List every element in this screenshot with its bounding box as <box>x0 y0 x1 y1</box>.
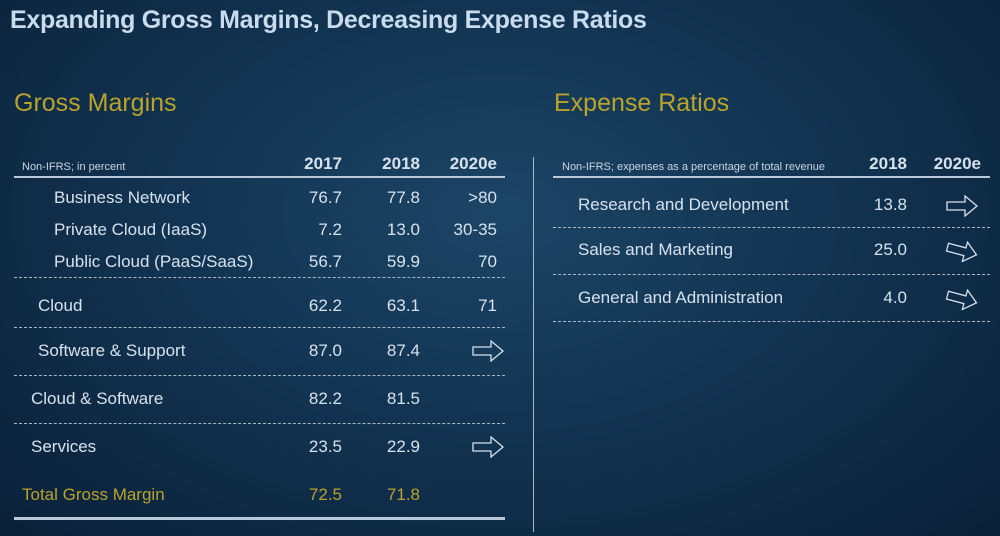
value-2017: 82.2 <box>308 389 342 408</box>
header-divider <box>553 176 990 178</box>
value-2017: 87.0 <box>308 341 342 360</box>
row-divider <box>14 375 505 376</box>
value-2018: 25.0 <box>873 240 907 259</box>
col-2018: 2018 <box>869 154 907 173</box>
value-2018: 59.9 <box>386 252 420 271</box>
value-2020e: 71 <box>478 296 497 315</box>
header-divider <box>14 176 505 178</box>
col-2018: 2018 <box>382 154 420 173</box>
col-2020e: 2020e <box>933 154 981 173</box>
value-2017: 56.7 <box>308 252 342 271</box>
row-divider <box>553 274 990 275</box>
row-label: Business Network <box>54 188 191 207</box>
arrow-down-right-icon <box>945 240 978 267</box>
value-2018: 77.8 <box>386 188 420 207</box>
arrow-right-icon <box>946 194 979 222</box>
row-label: Software & Support <box>38 341 186 360</box>
row-divider <box>14 423 505 424</box>
value-2020e: 70 <box>478 252 497 271</box>
value-2017: 62.2 <box>308 296 342 315</box>
value-2018: 22.9 <box>386 437 420 456</box>
table-bottom-rule <box>14 517 505 520</box>
row-divider <box>553 321 990 322</box>
row-label: General and Administration <box>578 288 784 307</box>
row-label: Private Cloud (IaaS) <box>54 220 208 239</box>
value-2020e: >80 <box>468 188 497 207</box>
value-2018: 87.4 <box>386 341 420 360</box>
arrow-right-icon <box>472 339 505 367</box>
value-2017: 23.5 <box>308 437 342 456</box>
arrow-down-right-icon <box>945 288 978 315</box>
col-2017: 2017 <box>304 154 342 173</box>
section-divider <box>533 157 534 532</box>
value-2018: 71.8 <box>386 485 420 504</box>
arrow-right-icon <box>472 435 505 463</box>
value-2017: 76.7 <box>308 188 342 207</box>
col-2020e: 2020e <box>449 154 497 173</box>
row-label: Public Cloud (PaaS/SaaS) <box>54 252 254 271</box>
value-2018: 13.0 <box>386 220 420 239</box>
value-2018: 81.5 <box>386 389 420 408</box>
row-label: Services <box>31 437 97 456</box>
row-label: Total Gross Margin <box>22 485 165 504</box>
row-label: Research and Development <box>578 195 789 214</box>
expense-ratios-heading: Expense Ratios <box>554 89 730 117</box>
page-title: Expanding Gross Margins, Decreasing Expe… <box>10 6 647 34</box>
expense-note: Non-IFRS; expenses as a percentage of to… <box>562 161 825 173</box>
row-divider <box>553 227 990 228</box>
value-2018: 4.0 <box>883 288 907 307</box>
row-divider <box>14 327 505 328</box>
value-2017: 7.2 <box>318 220 342 239</box>
row-label: Sales and Marketing <box>578 240 733 259</box>
row-label: Cloud & Software <box>31 389 164 408</box>
value-2018: 63.1 <box>386 296 420 315</box>
gross-margins-heading: Gross Margins <box>14 89 177 117</box>
gross-note: Non-IFRS; in percent <box>22 161 126 173</box>
value-2018: 13.8 <box>873 195 907 214</box>
value-2020e: 30-35 <box>453 220 497 239</box>
row-label: Cloud <box>38 296 83 315</box>
value-2017: 72.5 <box>308 485 342 504</box>
row-divider <box>14 277 505 278</box>
